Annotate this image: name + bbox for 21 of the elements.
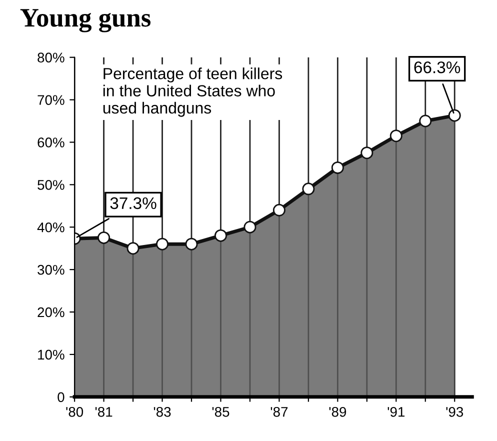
y-tick-label: 70%: [38, 95, 64, 105]
text: Percentage of teen killers in the United States who used handguns: [103, 68, 282, 117]
x-tick-label: '87: [270, 406, 288, 417]
data-label: 37.3%: [110, 197, 156, 210]
y-tick-label: 40%: [37, 222, 64, 232]
y-tick-label: 30%: [38, 264, 64, 275]
y-tick-label: 50%: [38, 180, 64, 190]
x-tick-label: '89: [329, 406, 346, 417]
y-tick-label: 80%: [38, 52, 64, 62]
x-tick-label: '80: [66, 406, 84, 417]
x-tick-label: '93: [446, 406, 464, 417]
y-tick-label: 10%: [38, 350, 64, 360]
x-tick-label: '91: [388, 406, 405, 417]
y-tick-label: 20%: [38, 307, 64, 318]
x-tick-label: '81: [95, 406, 112, 417]
x-tick-label: '83: [154, 406, 171, 417]
chart-title: Young guns: [20, 9, 151, 32]
x-tick-label: '85: [212, 406, 230, 417]
y-tick-label: 60%: [38, 138, 64, 148]
data-label: 66.3%: [414, 61, 460, 74]
y-tick-label: 0: [58, 392, 64, 402]
